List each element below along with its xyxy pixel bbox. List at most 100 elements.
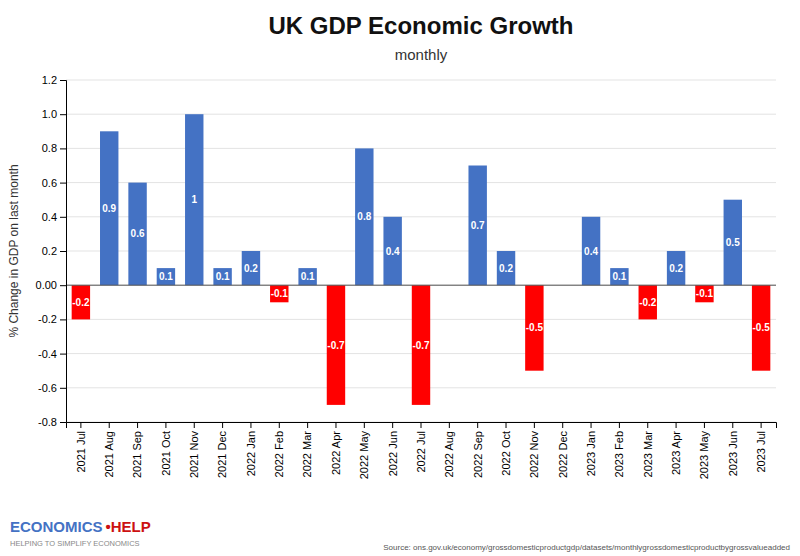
x-tick-mark xyxy=(194,422,195,428)
bar xyxy=(582,217,600,285)
x-tick-mark xyxy=(109,422,110,428)
x-tick-label: 2022 Jul xyxy=(415,431,427,473)
y-tick-mark xyxy=(60,80,66,81)
y-tick-label: -0.8 xyxy=(38,416,57,428)
grid-line xyxy=(66,182,776,183)
y-tick-label: 1.2 xyxy=(42,74,57,86)
bar xyxy=(128,183,146,286)
y-tick: 0.00 xyxy=(36,279,66,291)
y-tick-mark xyxy=(60,319,66,320)
y-tick-mark xyxy=(60,114,66,115)
x-tick-label: 2023 Feb xyxy=(613,431,625,477)
bar xyxy=(327,285,345,405)
data-label: 0.2 xyxy=(669,263,683,274)
x-tick: 2021 Sep xyxy=(131,422,143,478)
x-tick: 2022 Oct xyxy=(500,422,512,476)
data-label: -0.2 xyxy=(639,297,657,308)
x-tick-mark xyxy=(421,422,422,428)
x-tick-mark xyxy=(761,422,762,428)
x-tick-mark xyxy=(307,422,308,428)
x-tick-label: 2021 Jul xyxy=(75,431,87,473)
bar xyxy=(497,251,515,285)
x-tick-label: 2022 Oct xyxy=(500,431,512,476)
grid-line xyxy=(66,285,776,286)
data-label: -0.7 xyxy=(412,340,430,351)
bar xyxy=(525,285,543,371)
chart: -0.20.90.60.110.10.2-0.10.1-0.70.80.4-0.… xyxy=(0,0,800,556)
logo-tagline: HELPING TO SIMPLIFY ECONOMICS xyxy=(10,539,140,548)
x-tick-label: 2022 May xyxy=(358,431,370,480)
x-tick-label: 2021 Oct xyxy=(160,431,172,476)
x-tick: 2022 Mar xyxy=(301,422,313,477)
x-tick-label: 2022 Jun xyxy=(387,431,399,476)
y-tick-mark xyxy=(60,148,66,149)
zero-line xyxy=(66,285,776,286)
bar xyxy=(100,131,118,285)
bar xyxy=(639,285,657,319)
data-label: 0.1 xyxy=(159,271,173,282)
y-tick-label: -0.4 xyxy=(38,348,57,360)
y-tick: -0.2 xyxy=(38,313,66,325)
x-tick-mark xyxy=(534,422,535,428)
y-axis-title: % Change in GDP on last month xyxy=(7,164,21,337)
grid-line xyxy=(66,80,776,81)
x-tick: 2022 Jul xyxy=(415,422,427,473)
y-tick: 0.6 xyxy=(42,177,66,189)
data-label: 0.1 xyxy=(612,271,626,282)
bar xyxy=(157,268,175,285)
grid-line xyxy=(66,148,776,149)
y-tick: -0.4 xyxy=(38,348,66,360)
x-tick: 2022 Feb xyxy=(273,422,285,477)
x-tick: 2022 Dec xyxy=(557,422,569,478)
x-tick-mark xyxy=(619,422,620,428)
data-label: 0.4 xyxy=(584,246,598,257)
y-tick-mark xyxy=(60,285,66,286)
x-tick-mark xyxy=(279,422,280,428)
data-label: 1 xyxy=(191,194,197,205)
x-tick-mark xyxy=(732,422,733,428)
y-tick-mark xyxy=(60,251,66,252)
x-tick: 2021 Aug xyxy=(103,422,115,478)
x-tick: 2022 Nov xyxy=(528,422,540,478)
data-label: 0.6 xyxy=(131,228,145,239)
x-tick: 2022 Sep xyxy=(472,422,484,478)
data-label: 0.1 xyxy=(301,271,315,282)
logo-text: ECONOMICS xyxy=(10,518,103,535)
data-label: 0.1 xyxy=(216,271,230,282)
bar xyxy=(355,148,373,285)
subtitle: monthly xyxy=(395,46,448,63)
x-tick: 2023 Jul xyxy=(755,422,767,473)
y-tick: 0.8 xyxy=(42,142,66,154)
x-tick-label: 2022 Apr xyxy=(330,431,342,475)
x-tick-mark xyxy=(165,422,166,428)
x-tick-mark xyxy=(704,422,705,428)
bar xyxy=(724,200,742,286)
y-tick-mark xyxy=(60,422,66,423)
x-tick-label: 2021 Dec xyxy=(216,431,228,479)
x-tick-label: 2023 Jul xyxy=(755,431,767,473)
data-label: 0.2 xyxy=(499,263,513,274)
data-label: 0.7 xyxy=(471,220,485,231)
x-tick-label: 2023 Apr xyxy=(670,431,682,475)
x-tick-label: 2022 Dec xyxy=(557,431,569,479)
x-tick: 2023 Mar xyxy=(642,422,654,477)
x-tick: 2023 Apr xyxy=(670,422,682,475)
grid xyxy=(66,80,776,422)
grid-line xyxy=(66,114,776,115)
x-tick-mark xyxy=(591,422,592,428)
data-labels: -0.20.90.60.110.10.2-0.10.1-0.70.80.4-0.… xyxy=(72,194,770,350)
x-tick: 2023 Jan xyxy=(585,422,597,476)
bar xyxy=(695,285,713,302)
bar xyxy=(213,268,231,285)
source: Source: ons.gov.uk/economy/grossdomestic… xyxy=(383,543,790,552)
x-tick-mark xyxy=(137,422,138,428)
bar xyxy=(412,285,430,405)
logo-text: •HELP xyxy=(106,518,151,535)
x-tick-mark xyxy=(647,422,648,428)
bar xyxy=(667,251,685,285)
y-tick-mark xyxy=(60,183,66,184)
x-tick-mark xyxy=(506,422,507,428)
x-tick-mark xyxy=(676,422,677,428)
x-tick-mark xyxy=(222,422,223,428)
grid-line xyxy=(66,216,776,217)
